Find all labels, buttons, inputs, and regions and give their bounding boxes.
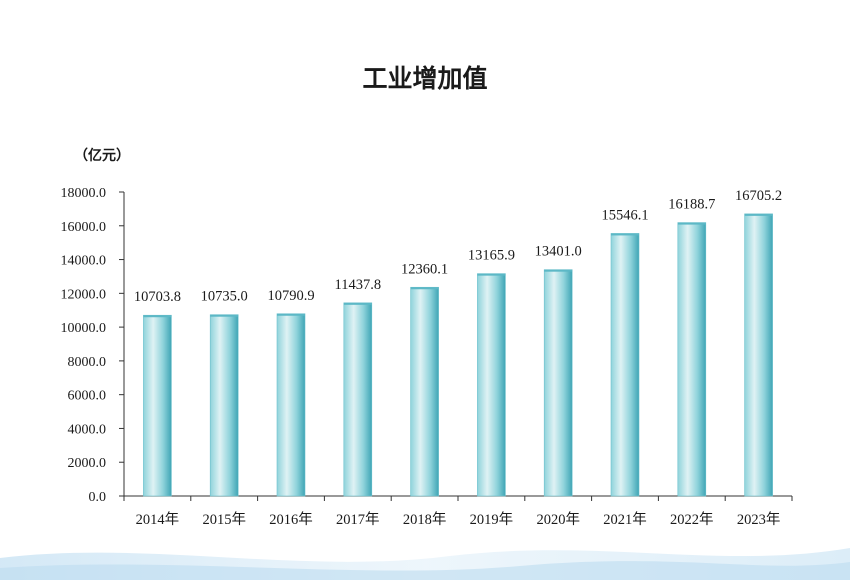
- data-label: 10735.0: [201, 289, 248, 305]
- data-label: 10703.8: [134, 289, 181, 305]
- x-category-label: 2015年: [202, 511, 246, 528]
- y-tick-label: 0.0: [89, 490, 107, 505]
- y-tick-label: 6000.0: [68, 389, 107, 404]
- bar-top-edge: [410, 287, 439, 290]
- x-category-label: 2017年: [336, 511, 380, 528]
- y-axis-unit-label: （亿元）: [74, 147, 130, 164]
- decorative-wave-2: [0, 561, 850, 580]
- y-tick-label: 10000.0: [61, 321, 107, 336]
- data-label: 13401.0: [535, 244, 582, 260]
- bar-top-edge: [611, 233, 639, 236]
- x-category-label: 2018年: [403, 511, 447, 528]
- y-tick-label: 18000.0: [61, 186, 107, 201]
- bar-2014: [143, 314, 172, 497]
- bar-top-edge: [744, 213, 773, 216]
- bar-top-edge: [343, 302, 372, 305]
- bar-2020: [543, 269, 573, 497]
- bar-top-edge: [477, 273, 506, 276]
- bar-top-edge: [143, 315, 172, 318]
- y-tick-label: 4000.0: [68, 422, 107, 437]
- data-label: 13165.9: [468, 248, 515, 264]
- y-tick-label: 8000.0: [68, 355, 107, 370]
- y-tick-label: 12000.0: [61, 287, 107, 302]
- x-category-label: 2016年: [269, 511, 313, 528]
- y-tick-label: 2000.0: [68, 456, 107, 471]
- bar-2019: [477, 273, 506, 497]
- data-label: 11437.8: [335, 277, 382, 293]
- bar-top-edge: [277, 313, 305, 316]
- data-label: 15546.1: [601, 207, 648, 223]
- x-category-label: 2022年: [670, 511, 714, 528]
- x-category-label: 2020年: [536, 511, 580, 528]
- data-label: 10790.9: [267, 288, 314, 304]
- x-category-label: 2019年: [470, 511, 514, 528]
- bar-2022: [677, 222, 707, 497]
- data-label: 16705.2: [735, 188, 782, 204]
- bar-top-edge: [544, 269, 573, 272]
- chart-title: 工业增加值: [362, 64, 487, 93]
- x-category-label: 2023年: [737, 511, 781, 528]
- bar-2018: [410, 286, 439, 497]
- bar-top-edge: [677, 222, 706, 225]
- bar-top-edge: [210, 314, 239, 317]
- bar-2015: [209, 314, 239, 497]
- bar-2016: [276, 313, 306, 497]
- bar-2021: [610, 233, 640, 497]
- data-label: 16188.7: [668, 197, 715, 213]
- plot-area: 0.0 2000.0 4000.0 6000.0 8000.0 10000.0 12000.…: [61, 186, 793, 528]
- data-label: 12360.1: [401, 261, 448, 277]
- x-category-label: 2021年: [603, 511, 647, 528]
- x-category-label: 2014年: [136, 511, 180, 528]
- y-tick-label: 16000.0: [61, 220, 107, 235]
- bar-2017: [343, 302, 373, 497]
- y-tick-label: 14000.0: [61, 254, 107, 269]
- bar-2023: [744, 213, 773, 497]
